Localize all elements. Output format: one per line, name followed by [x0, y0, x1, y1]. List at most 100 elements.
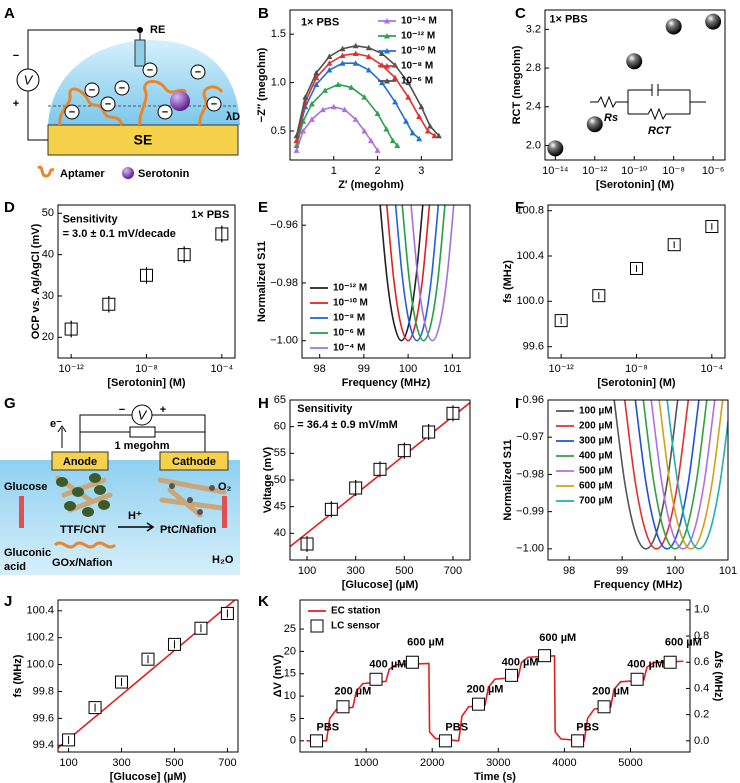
marker	[302, 94, 309, 100]
marker	[374, 110, 381, 117]
annotation: 600 µM	[407, 636, 444, 648]
panel-label: J	[4, 593, 12, 610]
marker	[339, 60, 346, 66]
legend-marker	[384, 63, 390, 69]
series-line	[666, 400, 728, 550]
x-tick-label: 98	[314, 363, 326, 375]
x-tick-label: 10⁻⁸	[662, 165, 685, 177]
y-tick-label: −1.00	[516, 543, 544, 555]
sign-minus: −	[119, 404, 125, 416]
y-tick-label: −0.98	[270, 277, 298, 289]
y-axis-label: −Z″ (megohm)	[256, 47, 268, 122]
x-axis-label: Frequency (MHz)	[594, 579, 683, 591]
panel-label: K	[258, 593, 269, 610]
y2-tick-label: 0.8	[694, 630, 709, 642]
marker	[392, 98, 399, 105]
y2-tick-label: 1.0	[694, 604, 709, 616]
y-tick-label: 65	[274, 394, 286, 406]
oxygen-label: O₂	[218, 481, 232, 493]
x-tick-label: 5000	[618, 757, 642, 769]
x-tick-label: 500	[165, 757, 183, 769]
x-tick-label: 10⁻⁸	[625, 363, 648, 375]
y-tick-label: 100.4	[516, 250, 544, 262]
anode-layer-label: TTF/CNT	[60, 524, 106, 536]
charge	[114, 80, 130, 96]
series-line	[58, 600, 237, 749]
cnt-layers	[53, 473, 227, 549]
panel-label: B	[258, 5, 269, 22]
glucose-bar	[19, 496, 24, 528]
plot-frame	[299, 599, 691, 753]
gluconic-label: Gluconic	[4, 547, 51, 559]
y-axis-label: Voltage (mV)	[262, 446, 274, 513]
series-line	[613, 400, 679, 550]
x-tick-label: 99	[358, 363, 370, 375]
annotation: 200 µM	[334, 686, 371, 698]
gluconic-label: acid	[4, 561, 26, 573]
marker	[365, 53, 372, 59]
marker	[663, 655, 677, 669]
marker	[586, 116, 603, 133]
reference-electrode	[134, 39, 146, 67]
annotation: 1× PBS	[191, 209, 229, 221]
panel-label: G	[4, 395, 16, 412]
marker	[405, 79, 412, 86]
x-tick-label: 700	[444, 565, 462, 577]
legend-label: 400 µM	[579, 451, 613, 462]
series-line	[306, 655, 684, 742]
x-tick-label: 1	[331, 165, 337, 177]
marker	[416, 113, 423, 119]
nanotube	[159, 497, 225, 511]
y-tick-label: 60	[274, 421, 286, 433]
y-tick-label: 2.8	[526, 62, 541, 74]
marker	[293, 147, 300, 153]
x-tick-label: 99	[616, 565, 628, 577]
x-tick-label: 500	[395, 565, 413, 577]
x-axis-label: Time (s)	[474, 771, 516, 783]
legend-label: 10⁻⁴ M	[333, 343, 365, 354]
y-axis-label: ΔV (mV)	[272, 654, 284, 697]
sign-minus: −	[13, 50, 19, 62]
marker	[438, 734, 452, 748]
marker	[352, 60, 359, 66]
ptc-particle	[169, 483, 175, 489]
ttf-cluster	[82, 507, 94, 517]
marker	[339, 52, 346, 58]
x-tick-label: 10⁻⁴	[210, 363, 233, 375]
legend-marker	[384, 78, 390, 84]
marker	[392, 74, 399, 81]
marker	[547, 140, 564, 157]
proton-label: H⁺	[128, 510, 142, 522]
legend-aptamer-label: Aptamer	[60, 168, 105, 180]
voltmeter	[16, 68, 40, 92]
aptamer	[58, 87, 124, 126]
marker	[313, 81, 320, 88]
plot-frame	[547, 399, 729, 561]
anode	[51, 451, 109, 471]
y-axis-label: RCT (megohm)	[511, 45, 523, 124]
y-tick-label: 99.8	[33, 685, 54, 697]
y-tick-label: −0.96	[516, 394, 544, 406]
x-tick-label: 10⁻¹²	[548, 363, 574, 375]
annotation: 200 µM	[467, 683, 504, 695]
plot-frame	[57, 204, 236, 359]
resistor	[129, 426, 156, 438]
y-axis-label: fs (MHz)	[502, 260, 514, 303]
x-tick-label: 101	[443, 363, 461, 375]
marker	[665, 18, 682, 35]
solution	[0, 460, 240, 575]
wire	[27, 29, 141, 141]
annotation: Sensitivity	[297, 403, 353, 415]
marker	[293, 137, 300, 144]
plot-area	[306, 649, 684, 748]
cathode-label: Cathode	[172, 456, 216, 468]
charge-sign: −	[162, 106, 168, 118]
ptc-particle	[197, 509, 203, 515]
x-tick-label: 3	[418, 165, 424, 177]
debye-label: λD	[226, 111, 240, 123]
x-tick-label: 10⁻¹²	[58, 363, 84, 375]
marker	[378, 79, 385, 86]
ttf-cluster	[72, 487, 84, 497]
